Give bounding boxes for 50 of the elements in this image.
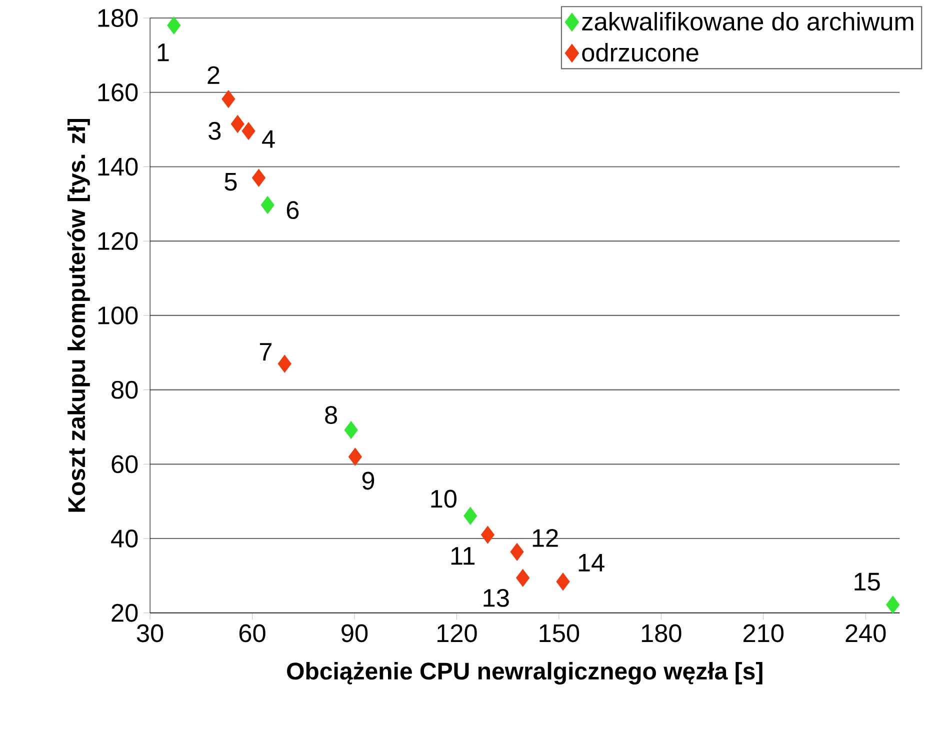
- x-tick-label: 60: [239, 624, 266, 642]
- y-tick-label: 160: [98, 83, 138, 102]
- y-tick-label: 60: [112, 455, 138, 474]
- x-tick-label: 180: [642, 624, 682, 642]
- annotation: 14: [578, 554, 604, 572]
- point: [348, 448, 362, 466]
- y-tick-label: 40: [111, 529, 138, 548]
- y-tick-label: 20: [112, 604, 138, 622]
- annotation: 9: [362, 472, 374, 490]
- legend-label: zakwalifikowane do archiwum: [582, 12, 914, 30]
- point: [242, 122, 256, 140]
- annotation: 1: [158, 44, 169, 61]
- x-tick-label: 90: [342, 624, 368, 642]
- y-axis-title: Koszt zakupu komputerów [tys. zł]: [67, 118, 90, 512]
- annotation: 15: [854, 572, 880, 590]
- point: [516, 568, 530, 587]
- annotation: 8: [325, 406, 338, 424]
- x-tick-label: 210: [744, 624, 784, 642]
- legend-label: odrzucone: [582, 42, 698, 62]
- annotation: 7: [260, 342, 272, 360]
- x-tick-label: 30: [136, 624, 164, 642]
- y-tick-label: 100: [98, 306, 138, 324]
- annotation: 4: [262, 130, 275, 148]
- point: [480, 526, 494, 544]
- y-tick-label: 140: [98, 158, 138, 176]
- annotation: 11: [451, 547, 475, 564]
- annotation: 13: [484, 588, 509, 607]
- y-tick-label: 80: [112, 380, 138, 399]
- point: [556, 572, 570, 590]
- point: [344, 420, 358, 439]
- point: [464, 506, 478, 525]
- x-tick-label: 120: [438, 624, 477, 642]
- y-tick-label: 180: [98, 8, 138, 27]
- point: [278, 354, 292, 373]
- point: [260, 196, 274, 214]
- x-tick-label: 150: [540, 624, 580, 642]
- annotation: 3: [208, 122, 221, 140]
- annotation: 6: [286, 200, 299, 219]
- y-tick-label: 120: [98, 232, 138, 250]
- point: [222, 90, 236, 108]
- annotation: 5: [224, 172, 237, 191]
- point: [886, 596, 900, 614]
- annotation: 2: [208, 66, 220, 84]
- point: [230, 114, 244, 133]
- annotation: 10: [431, 490, 456, 508]
- point: [510, 542, 524, 561]
- point: [167, 16, 181, 34]
- x-tick-label: 240: [846, 624, 886, 642]
- point: [252, 168, 266, 187]
- x-axis-title: Obciążenie CPU newralgicznego węzła [s]: [287, 662, 762, 684]
